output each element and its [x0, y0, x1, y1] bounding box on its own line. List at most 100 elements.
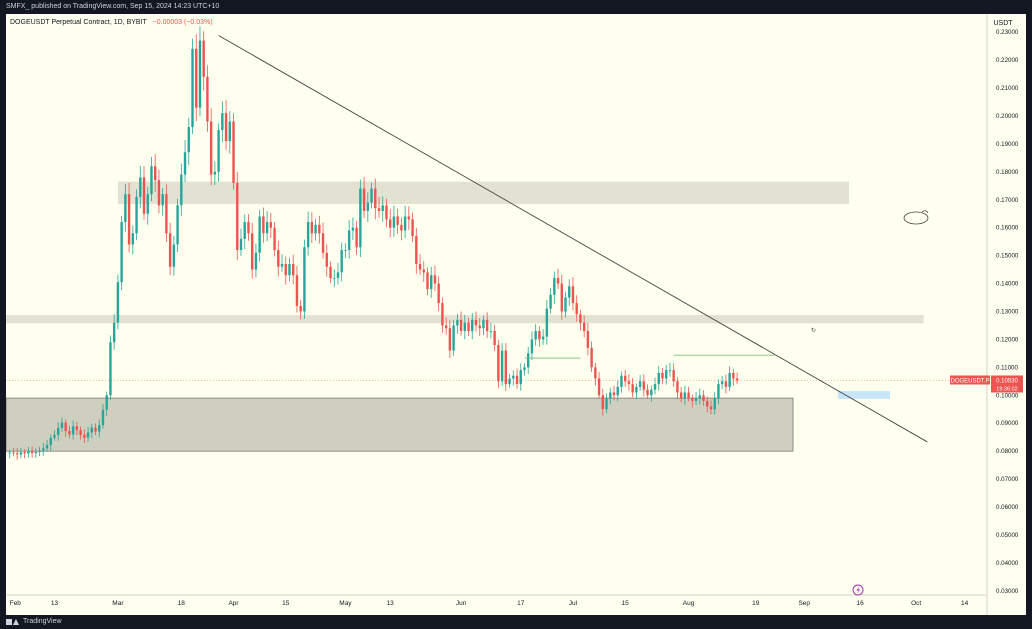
candle-body: [400, 224, 403, 231]
candle-body: [709, 406, 713, 410]
tradingview-logo[interactable]: TradingView: [6, 615, 62, 629]
candle-body: [359, 188, 362, 248]
candle-body: [232, 121, 235, 183]
candle-body: [668, 370, 672, 371]
candle-body: [79, 430, 82, 435]
price-tick-label: 0.13000: [996, 308, 1019, 315]
candle-body: [318, 224, 321, 234]
candle-body: [478, 325, 481, 329]
candle-body: [605, 398, 608, 410]
candles-layer: [8, 26, 739, 460]
candle-body: [187, 127, 190, 153]
brand-name: TradingView: [23, 618, 62, 625]
candle-body: [191, 48, 194, 128]
price-tick-label: 0.20000: [996, 113, 1019, 120]
ellipse-annotation: [903, 210, 929, 225]
candle-body: [702, 395, 705, 401]
candle-body: [616, 386, 619, 396]
price-tick-label: 0.09000: [996, 420, 1019, 427]
price-tick-label: 0.08000: [996, 448, 1019, 455]
candle-body: [250, 233, 254, 270]
candle-body: [374, 188, 377, 209]
candle-body: [724, 381, 728, 387]
candle-body: [8, 452, 11, 454]
candle-body: [355, 227, 358, 248]
time-tick-label: Aug: [683, 600, 695, 607]
candle-body: [523, 367, 526, 371]
candle-body: [150, 166, 153, 195]
price-tick-label: 0.11000: [996, 364, 1018, 371]
time-tick-label: May: [339, 600, 352, 607]
candle-body: [575, 303, 578, 315]
candle-body: [168, 233, 172, 267]
candle-body: [27, 451, 30, 454]
time-tick-label: 17: [517, 600, 525, 607]
candle-body: [534, 331, 537, 340]
price-tick-label: 0.23000: [996, 29, 1019, 36]
candle-body: [254, 252, 258, 270]
lightning-icon[interactable]: [852, 584, 864, 596]
candle-body: [657, 372, 660, 385]
candle-body: [594, 367, 597, 379]
candle-body: [19, 452, 23, 455]
candle-body: [101, 409, 105, 426]
tradingview-logo-icon: [6, 618, 20, 626]
candle-body: [112, 322, 116, 343]
time-tick-label: Mar: [112, 600, 124, 607]
candle-body: [60, 422, 64, 428]
descending-trendline: [218, 35, 928, 443]
time-tick-label: 16: [857, 600, 865, 607]
candle-body: [64, 422, 67, 432]
candle-body: [98, 425, 101, 432]
candle-body: [124, 194, 127, 223]
candle-body: [385, 205, 388, 220]
candle-body: [280, 263, 284, 267]
gray-zone: [6, 397, 794, 452]
candle-body: [676, 381, 679, 393]
candle-body: [135, 196, 138, 234]
candle-body: [53, 434, 56, 438]
price-chart[interactable]: 0.23000 0.22000 0.21000 0.20000 0.19000 0.180…: [6, 14, 1026, 615]
chart-area[interactable]: 0.23000 0.22000 0.21000 0.20000 0.19000 0.180…: [6, 14, 1026, 615]
candle-body: [485, 319, 489, 332]
candle-body: [433, 275, 437, 284]
time-tick-label: 15: [622, 600, 630, 607]
candle-body: [553, 277, 556, 295]
price-tick-label: 0.10000: [996, 392, 1019, 399]
last-price: 0.10530: [996, 378, 1018, 384]
candle-body: [638, 381, 642, 387]
candle-body: [706, 400, 709, 407]
time-tick-label: 13: [387, 600, 395, 607]
candle-body: [471, 319, 474, 332]
candle-body: [392, 216, 396, 228]
candle-body: [504, 350, 508, 385]
candle-body: [68, 431, 71, 435]
candle-body: [694, 398, 698, 401]
candle-body: [243, 222, 246, 239]
time-axis[interactable]: Feb 13 Mar 18 Apr 15 May 13 Jun 17 Jul 15 Aug 19 Sep 16…: [10, 600, 969, 607]
candle-body: [239, 238, 243, 251]
currency-label[interactable]: USDT: [993, 20, 1013, 27]
candle-body: [90, 427, 93, 433]
candle-body: [109, 342, 112, 396]
candle-body: [83, 434, 86, 438]
candle-body: [452, 325, 455, 351]
candle-body: [172, 244, 176, 267]
candle-body: [571, 286, 575, 304]
candle-body: [183, 152, 187, 175]
candle-body: [590, 347, 593, 368]
bar-countdown: 19:36:02: [996, 386, 1017, 392]
time-tick-label: Jul: [569, 600, 578, 607]
price-tick-label: 0.07000: [996, 476, 1019, 483]
candle-body: [157, 180, 161, 206]
candle-body: [362, 188, 366, 211]
time-tick-label: Oct: [911, 600, 921, 607]
candle-body: [601, 395, 605, 410]
price-axis[interactable]: 0.23000 0.22000 0.21000 0.20000 0.19000 0.180…: [996, 29, 1019, 595]
price-tick-label: 0.18000: [996, 169, 1019, 176]
candle-body: [131, 233, 135, 245]
candle-body: [493, 331, 496, 346]
price-tick-label: 0.12000: [996, 336, 1019, 343]
candle-body: [623, 375, 627, 382]
candle-body: [642, 381, 646, 390]
